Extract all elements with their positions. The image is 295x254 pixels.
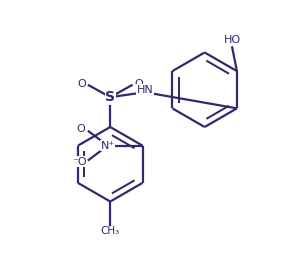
Text: N⁺: N⁺ [101, 141, 115, 151]
Text: HO: HO [223, 35, 240, 45]
Text: HN: HN [137, 85, 153, 95]
Text: CH₃: CH₃ [101, 226, 120, 236]
Text: S: S [105, 90, 115, 104]
Text: O: O [135, 78, 143, 89]
Text: ⁻O: ⁻O [72, 157, 86, 167]
Text: O: O [76, 124, 85, 134]
Text: O: O [77, 78, 86, 89]
